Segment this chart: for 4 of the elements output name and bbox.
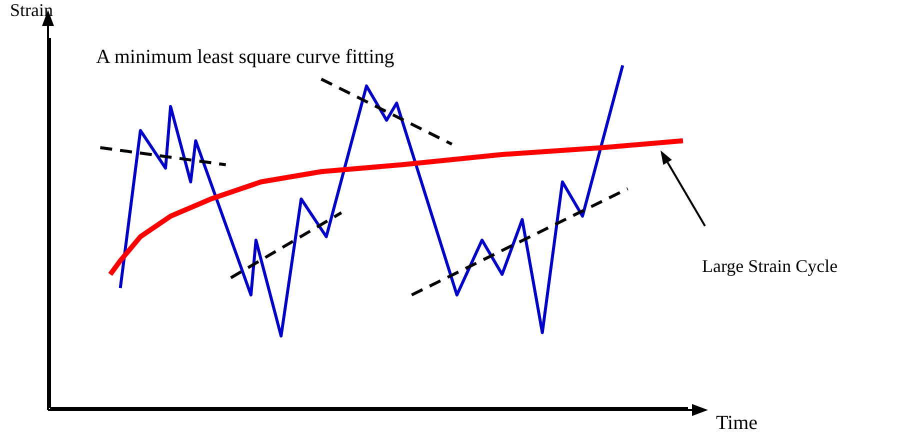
x-axis-title: Time: [716, 412, 758, 435]
annotation: A minimum least square curve fitting: [96, 46, 394, 69]
y-axis-title: Strain: [10, 0, 53, 21]
text: Large Strain Cycle: [702, 256, 838, 277]
